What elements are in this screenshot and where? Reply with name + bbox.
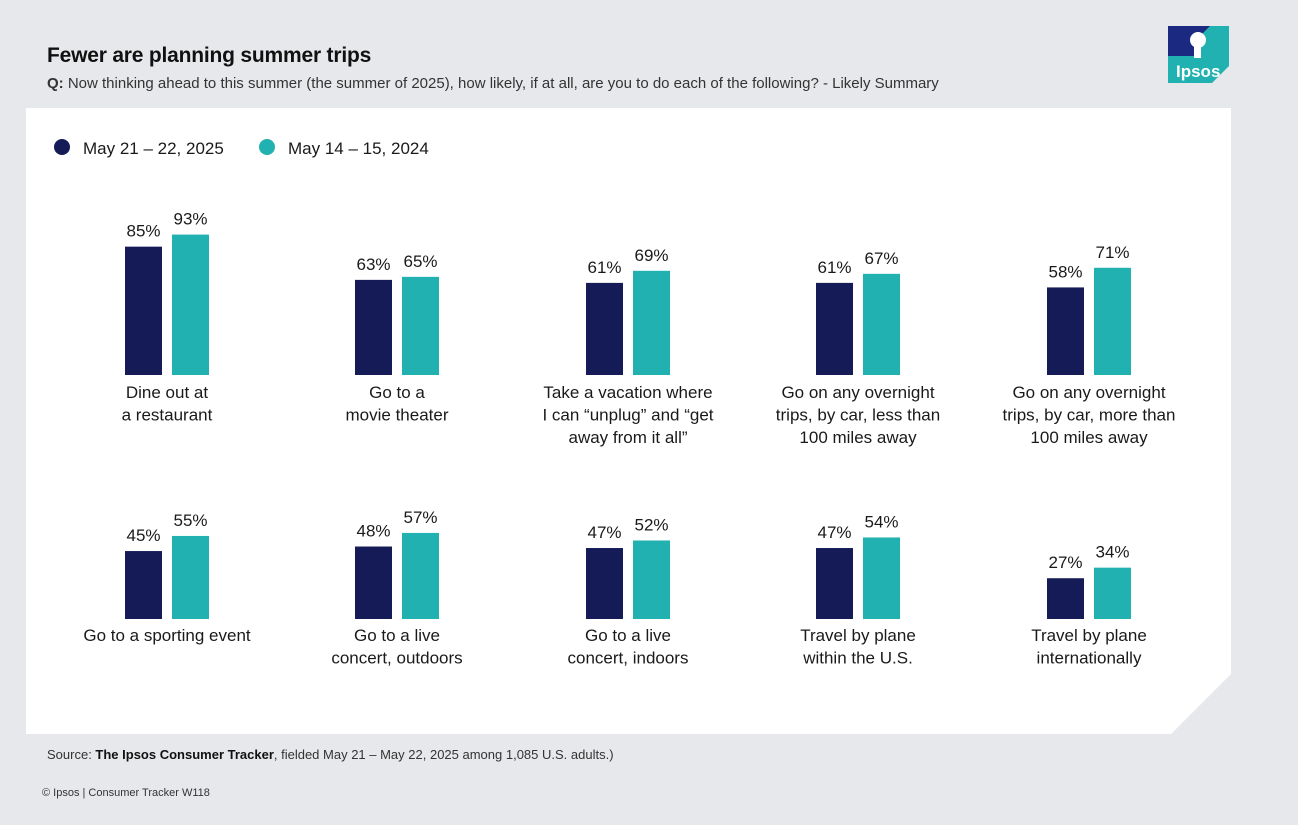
legend-label-1: May 21 – 22, 2025: [83, 139, 224, 158]
bar-10-series-2: [1094, 567, 1131, 619]
category-label-9-line-1: Travel by plane: [800, 626, 916, 645]
page-title: Fewer are planning summer trips: [47, 44, 372, 67]
data-label-9-series-1: 47%: [817, 523, 851, 542]
logo-text: Ipsos: [1176, 62, 1220, 81]
category-label-1-line-2: a restaurant: [122, 406, 213, 425]
bar-8-series-2: [633, 540, 670, 619]
bar-5-series-2: [1094, 267, 1131, 375]
bar-7-series-1: [355, 546, 392, 619]
category-label-7-line-2: concert, outdoors: [331, 649, 462, 668]
data-label-1-series-2: 93%: [173, 210, 207, 229]
category-label-1-line-1: Dine out at: [126, 383, 208, 402]
category-label-3-line-2: I can “unplug” and “get: [542, 406, 713, 425]
data-label-7-series-2: 57%: [403, 508, 437, 527]
bar-8-series-1: [586, 548, 623, 619]
bar-2-series-2: [402, 276, 439, 375]
source-name: The Ipsos Consumer Tracker: [95, 747, 274, 762]
category-label-8-line-2: concert, indoors: [568, 649, 689, 668]
source-note: Source: The Ipsos Consumer Tracker, fiel…: [47, 747, 614, 762]
source-prefix: Source:: [47, 747, 96, 762]
chart-card: May 21 – 22, 2025 May 14 – 15, 2024 85% 93%…: [26, 108, 1231, 734]
category-label-5-line-3: 100 miles away: [1030, 428, 1148, 447]
question-prefix: Q:: [47, 75, 64, 92]
bar-2-series-1: [355, 279, 392, 375]
question-text: Q: Now thinking ahead to this summer (th…: [47, 75, 939, 92]
bar-9-series-1: [816, 548, 853, 619]
category-label-3-line-1: Take a vacation where: [543, 383, 712, 402]
data-label-10-series-1: 27%: [1048, 553, 1082, 572]
data-label-2-series-2: 65%: [403, 252, 437, 271]
legend-marker-1: [54, 139, 70, 155]
category-label-2-line-2: movie theater: [346, 406, 449, 425]
data-label-8-series-2: 52%: [634, 515, 668, 534]
bar-5-series-1: [1047, 287, 1084, 375]
bar-3-series-1: [586, 282, 623, 375]
category-label-4-line-1: Go on any overnight: [781, 383, 934, 402]
legend-label-2: May 14 – 15, 2024: [288, 139, 429, 158]
copyright: © Ipsos | Consumer Tracker W118: [42, 787, 210, 799]
category-label-2-line-1: Go to a: [369, 383, 425, 402]
ipsos-logo: Ipsos: [1168, 26, 1229, 83]
bar-1-series-2: [172, 234, 209, 375]
data-label-5-series-2: 71%: [1095, 243, 1129, 262]
data-label-8-series-1: 47%: [587, 523, 621, 542]
data-label-3-series-2: 69%: [634, 246, 668, 265]
bar-10-series-1: [1047, 578, 1084, 619]
data-label-2-series-1: 63%: [356, 255, 390, 274]
category-label-7-line-1: Go to a live: [354, 626, 440, 645]
category-label-4-line-2: trips, by car, less than: [776, 406, 940, 425]
data-label-6-series-1: 45%: [126, 526, 160, 545]
category-label-6-line-1: Go to a sporting event: [83, 626, 251, 645]
category-label-10-line-1: Travel by plane: [1031, 626, 1147, 645]
category-label-4-line-3: 100 miles away: [799, 428, 917, 447]
bar-7-series-2: [402, 532, 439, 619]
data-label-7-series-1: 48%: [356, 522, 390, 541]
data-label-3-series-1: 61%: [587, 258, 621, 277]
category-label-10-line-2: internationally: [1037, 649, 1142, 668]
bar-chart: May 21 – 22, 2025 May 14 – 15, 2024 85% 93%…: [54, 139, 1176, 668]
data-label-10-series-2: 34%: [1095, 543, 1129, 562]
category-label-8-line-1: Go to a live: [585, 626, 671, 645]
bar-9-series-2: [863, 537, 900, 619]
bar-3-series-2: [633, 270, 670, 375]
bar-4-series-1: [816, 282, 853, 375]
data-label-5-series-1: 58%: [1048, 262, 1082, 281]
legend-marker-2: [259, 139, 275, 155]
category-label-3-line-3: away from it all”: [568, 428, 687, 447]
bar-1-series-1: [125, 246, 162, 375]
data-label-4-series-2: 67%: [864, 249, 898, 268]
bar-6-series-2: [172, 535, 209, 619]
category-label-5-line-1: Go on any overnight: [1012, 383, 1165, 402]
data-label-1-series-1: 85%: [126, 222, 160, 241]
category-label-9-line-2: within the U.S.: [802, 649, 913, 668]
data-label-4-series-1: 61%: [817, 258, 851, 277]
question-body: Now thinking ahead to this summer (the s…: [67, 75, 939, 92]
bar-4-series-2: [863, 273, 900, 375]
data-label-9-series-2: 54%: [864, 512, 898, 531]
category-label-5-line-2: trips, by car, more than: [1003, 406, 1176, 425]
source-detail: , fielded May 21 – May 22, 2025 among 1,…: [273, 747, 614, 762]
bar-6-series-1: [125, 551, 162, 619]
data-label-6-series-2: 55%: [173, 511, 207, 530]
